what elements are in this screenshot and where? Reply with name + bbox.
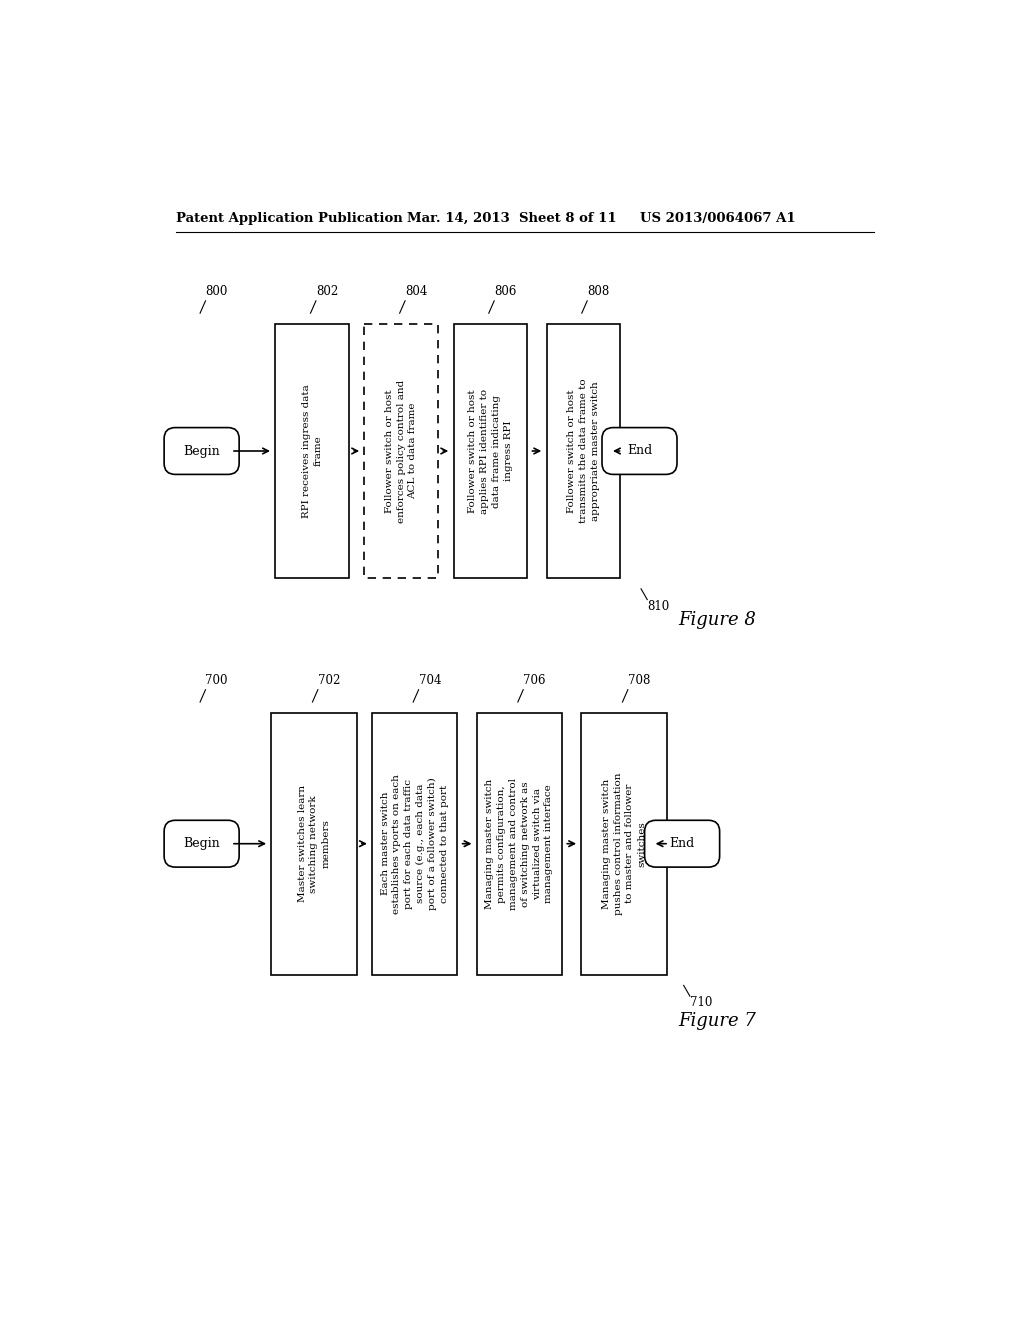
Text: Each master switch
establishes vports on each
port for each data traffic
source : Each master switch establishes vports on… xyxy=(381,774,449,913)
Text: 710: 710 xyxy=(690,997,713,1010)
Text: Managing master switch
pushes control information
to master and follower
switche: Managing master switch pushes control in… xyxy=(602,772,646,915)
FancyBboxPatch shape xyxy=(164,820,240,867)
Text: 810: 810 xyxy=(647,599,670,612)
Text: Managing master switch
permits configuration,
management and control
of switchin: Managing master switch permits configura… xyxy=(485,777,553,909)
FancyBboxPatch shape xyxy=(602,428,677,474)
Bar xyxy=(454,323,527,578)
Text: 808: 808 xyxy=(587,285,609,298)
FancyBboxPatch shape xyxy=(645,820,720,867)
Text: 700: 700 xyxy=(206,673,228,686)
Bar xyxy=(582,713,667,974)
FancyBboxPatch shape xyxy=(164,428,240,474)
Bar xyxy=(275,323,349,578)
Text: Follower switch or host
enforces policy control and
ACL to data frame: Follower switch or host enforces policy … xyxy=(385,379,418,523)
Bar xyxy=(365,323,438,578)
Text: 800: 800 xyxy=(206,285,228,298)
Text: Patent Application Publication: Patent Application Publication xyxy=(176,213,402,224)
Text: Follower switch or host
applies RPI identifier to
data frame indicating
ingress : Follower switch or host applies RPI iden… xyxy=(468,388,513,513)
Text: US 2013/0064067 A1: US 2013/0064067 A1 xyxy=(640,213,795,224)
Text: 702: 702 xyxy=(317,673,340,686)
Bar xyxy=(477,713,562,974)
Text: Follower switch or host
transmits the data frame to
appropriate master switch: Follower switch or host transmits the da… xyxy=(567,379,600,523)
Bar xyxy=(271,713,356,974)
Text: 706: 706 xyxy=(523,673,546,686)
Text: Figure 7: Figure 7 xyxy=(678,1012,756,1030)
Text: Begin: Begin xyxy=(183,837,220,850)
Text: RPI receives ingress data
frame: RPI receives ingress data frame xyxy=(302,384,323,517)
Text: End: End xyxy=(670,837,694,850)
Text: Begin: Begin xyxy=(183,445,220,458)
Bar xyxy=(372,713,458,974)
Text: Mar. 14, 2013  Sheet 8 of 11: Mar. 14, 2013 Sheet 8 of 11 xyxy=(407,213,616,224)
Text: 804: 804 xyxy=(406,285,427,298)
Text: 704: 704 xyxy=(419,673,441,686)
Text: 802: 802 xyxy=(316,285,338,298)
Bar xyxy=(547,323,621,578)
Text: Figure 8: Figure 8 xyxy=(678,611,756,630)
Text: End: End xyxy=(627,445,652,458)
Text: Master switches learn
switching network
members: Master switches learn switching network … xyxy=(298,785,331,903)
Text: 708: 708 xyxy=(628,673,650,686)
Text: 806: 806 xyxy=(495,285,516,298)
